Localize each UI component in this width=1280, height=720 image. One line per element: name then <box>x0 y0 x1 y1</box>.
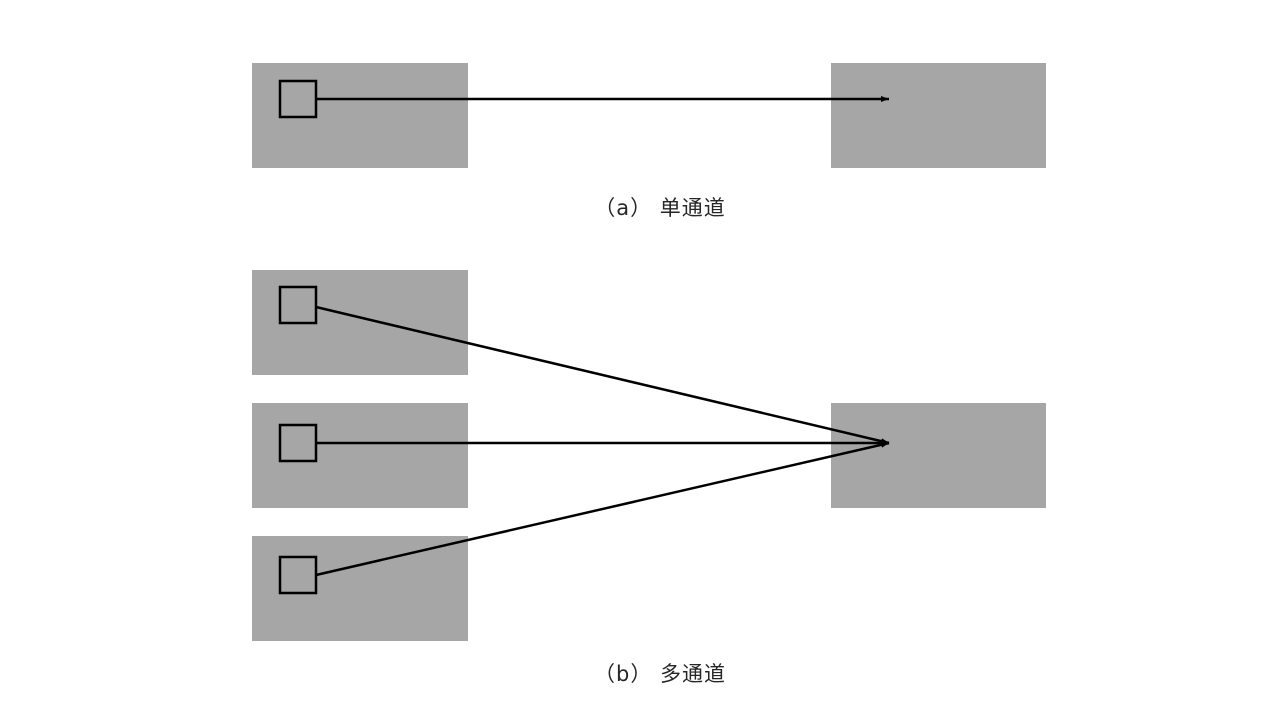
target-block-b <box>831 403 1046 508</box>
source-block-b2 <box>252 403 468 508</box>
caption-multi-channel: （b） 多通道 <box>593 662 726 686</box>
caption-single-channel: （a） 单通道 <box>594 196 726 220</box>
arrow-b1 <box>315 305 890 445</box>
source-block-b3 <box>252 536 468 641</box>
source-port-b1 <box>278 285 318 325</box>
target-block-a <box>831 63 1046 168</box>
panel-b <box>252 270 1046 641</box>
arrow-b3 <box>315 441 890 577</box>
source-block-a1 <box>252 63 468 168</box>
panel-a <box>252 63 1046 168</box>
